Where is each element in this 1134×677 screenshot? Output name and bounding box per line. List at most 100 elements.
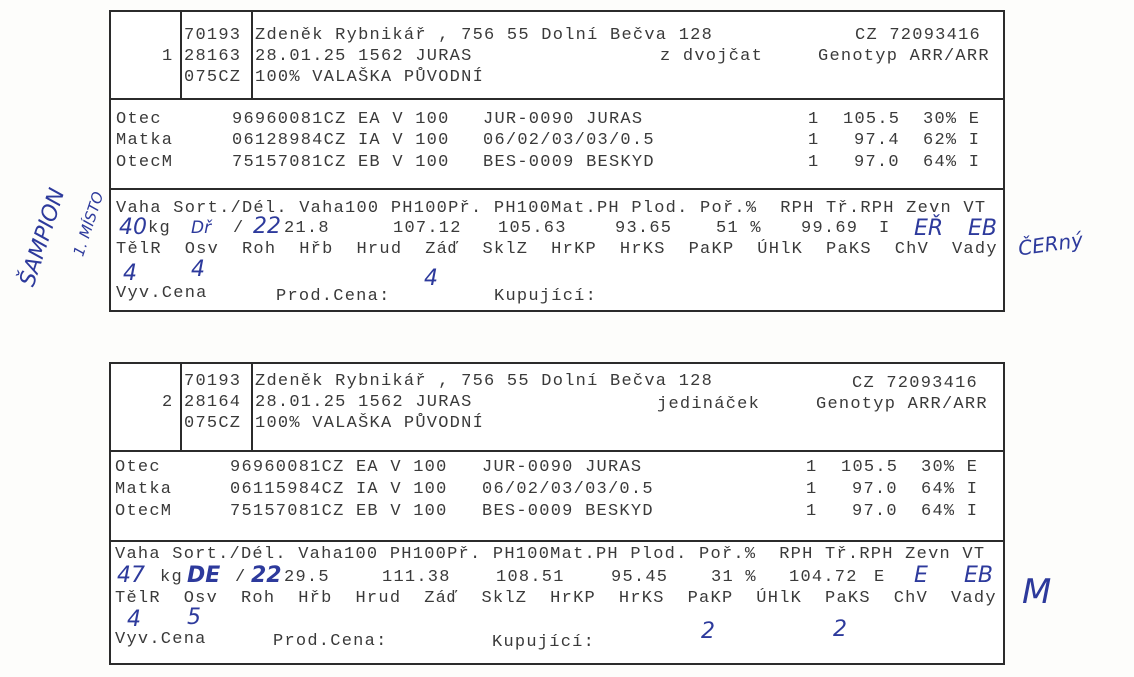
parent-name: BES-0009 BESKYD (482, 502, 654, 521)
label-prod-cena: Prod.Cena: (276, 287, 391, 306)
birth-type: jedináček (657, 395, 761, 414)
value-ph100mat: 108.51 (496, 568, 565, 587)
genotype: Genotyp ARR/ARR (818, 47, 990, 66)
hw-zad: 4 (424, 266, 438, 291)
code-herd: 70193 (184, 372, 242, 391)
value-rph: 104.72 (789, 568, 858, 587)
divider (111, 98, 1003, 100)
hw-vt: EB (964, 563, 993, 588)
margin-note-color: ČERný (1016, 227, 1085, 261)
label-vyv-cena: Vyv.Cena (116, 284, 208, 303)
owner: Zdeněk Rybnikář , 756 55 Dolní Bečva 128 (255, 372, 714, 391)
owner: Zdeněk Rybnikář , 756 55 Dolní Bečva 128 (255, 26, 714, 45)
parent-score: 97.0 (852, 480, 898, 499)
divider (111, 450, 1003, 452)
animal-card-1: 1 70193 28163 075CZ Zdeněk Rybnikář , 75… (109, 10, 1005, 312)
hw-vt: EB (968, 216, 997, 241)
parent-score: 97.0 (852, 502, 898, 521)
score-header: TělR Osv Roh Hřb Hrud Záď SklZ HrKP HrKS… (116, 240, 998, 259)
birth-info: 28.01.25 1562 JURAS (255, 47, 473, 66)
parent-name: 06/02/03/03/0.5 (483, 131, 655, 150)
parent-pct: 64% I (921, 480, 979, 499)
card-index: 2 (162, 393, 174, 412)
genotype: Genotyp ARR/ARR (816, 395, 988, 414)
parent-role: Otec (115, 458, 161, 477)
value-por: 31 % (711, 568, 757, 587)
parent-score: 97.4 (854, 131, 900, 150)
code-country: 075CZ (184, 414, 242, 433)
measure-header: Vaha Sort./Dél. Vaha100 PH100Př. PH100Ma… (116, 199, 987, 218)
hw-zevn: EŘ (914, 216, 944, 241)
parent-pct: 64% I (923, 153, 981, 172)
parent-pct: 64% I (921, 502, 979, 521)
parent-name: JUR-0090 JURAS (482, 458, 643, 477)
parent-role: OtecM (116, 153, 174, 172)
hw-length: 22 (251, 563, 282, 588)
hw-length: 22 (253, 214, 281, 239)
parent-n: 1 (806, 480, 818, 499)
divider (180, 12, 182, 100)
breed: 100% VALAŠKA PŮVODNÍ (255, 68, 485, 87)
parent-id: 96960081CZ EA V 100 (232, 110, 450, 129)
divider (251, 12, 253, 100)
hw-osv: 4 (191, 257, 205, 282)
label-kupujici: Kupující: (492, 633, 596, 652)
margin-note-place: 1. MÍSTO (69, 189, 108, 259)
value-vaha100: 29.5 (284, 568, 330, 587)
parent-id: 06115984CZ IA V 100 (230, 480, 448, 499)
measure-header: Vaha Sort./Dél. Vaha100 PH100Př. PH100Ma… (115, 545, 986, 564)
divider (180, 364, 182, 452)
sort-separator: / (233, 219, 245, 238)
parent-score: 105.5 (843, 110, 901, 129)
value-ph100pr: 111.38 (382, 568, 451, 587)
parent-name: BES-0009 BESKYD (483, 153, 655, 172)
parent-role: Matka (116, 131, 174, 150)
divider (111, 540, 1003, 542)
parent-role: Otec (116, 110, 162, 129)
code-herd: 70193 (184, 26, 242, 45)
parent-pct: 30% E (923, 110, 981, 129)
value-vaha100: 21.8 (284, 219, 330, 238)
code-animal: 28164 (184, 393, 242, 412)
parent-name: 06/02/03/03/0.5 (482, 480, 654, 499)
divider (111, 188, 1003, 190)
value-trida-rph: I (879, 219, 891, 238)
value-ph100pr: 107.12 (393, 219, 462, 238)
parent-n: 1 (808, 110, 820, 129)
hw-osv: 5 (187, 605, 201, 630)
value-trida-rph: E (874, 568, 886, 587)
hw-sort: DE (187, 563, 221, 588)
sort-separator: / (235, 568, 247, 587)
unit-kg: kg (148, 219, 171, 238)
parent-n: 1 (806, 502, 818, 521)
parent-pct: 62% I (923, 131, 981, 150)
label-vyv-cena: Vyv.Cena (115, 630, 207, 649)
parent-id: 75157081CZ EB V 100 (230, 502, 448, 521)
hw-sort: Dř (191, 218, 212, 238)
birth-info: 28.01.25 1562 JURAS (255, 393, 473, 412)
divider (251, 364, 253, 452)
parent-id: 96960081CZ EA V 100 (230, 458, 448, 477)
label-prod-cena: Prod.Cena: (273, 632, 388, 651)
card-index: 1 (162, 47, 174, 66)
parent-score: 105.5 (841, 458, 899, 477)
parent-id: 75157081CZ EB V 100 (232, 153, 450, 172)
registration: CZ 72093416 (852, 374, 978, 393)
parent-id: 06128984CZ IA V 100 (232, 131, 450, 150)
margin-note-m: M (1022, 572, 1052, 612)
hw-zevn: E (914, 563, 928, 588)
parent-pct: 30% E (921, 458, 979, 477)
hw-paks: 2 (833, 617, 847, 642)
margin-note-champion: ŠAMPION (15, 185, 71, 290)
parent-role: Matka (115, 480, 173, 499)
hw-weight: 47 (117, 563, 145, 588)
unit-kg: kg (160, 568, 183, 587)
value-por: 51 % (716, 219, 762, 238)
hw-pakp: 2 (701, 619, 715, 644)
value-ph100mat: 105.63 (498, 219, 567, 238)
hw-weight: 40 (119, 215, 147, 240)
animal-card-2: 2 70193 28164 075CZ Zdeněk Rybnikář , 75… (109, 362, 1005, 665)
parent-n: 1 (808, 131, 820, 150)
parent-n: 1 (808, 153, 820, 172)
parent-name: JUR-0090 JURAS (483, 110, 644, 129)
